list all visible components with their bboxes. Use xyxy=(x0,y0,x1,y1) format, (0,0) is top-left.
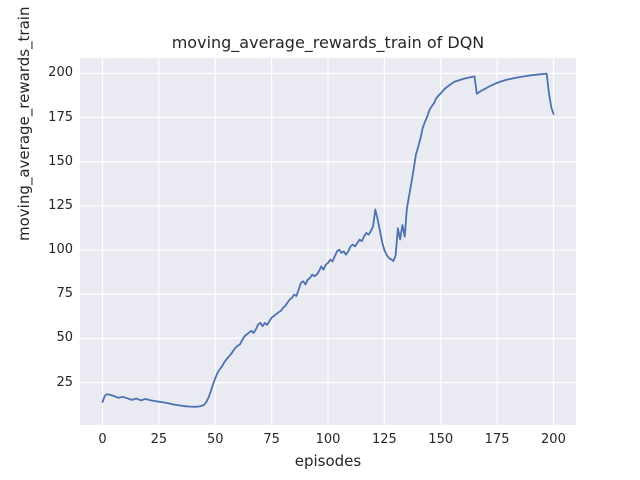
y-tick-label: 125 xyxy=(48,197,73,213)
x-tick-label: 100 xyxy=(315,432,341,447)
y-tick-label: 50 xyxy=(56,330,73,346)
y-tick-label: 25 xyxy=(56,374,73,390)
x-tick-label: 75 xyxy=(263,432,280,447)
y-tick-label: 175 xyxy=(48,109,73,125)
y-tick-label: 75 xyxy=(56,286,73,302)
x-tick-label: 175 xyxy=(484,432,510,447)
y-tick-label: 150 xyxy=(48,153,73,169)
x-axis-label: episodes xyxy=(294,452,362,470)
series-line xyxy=(101,72,555,408)
y-axis-label: moving_average_rewards_train xyxy=(15,6,33,241)
chart-title: moving_average_rewards_train of DQN xyxy=(171,33,485,52)
x-tick-label: 150 xyxy=(428,432,454,447)
x-tick-label: 25 xyxy=(150,432,168,447)
x-tick-label: 0 xyxy=(98,432,107,447)
x-tick-label: 50 xyxy=(206,432,224,447)
y-tick-label: 100 xyxy=(48,242,73,258)
x-tick-label: 200 xyxy=(541,432,566,447)
x-tick-label: 125 xyxy=(371,432,397,447)
y-tick-label: 200 xyxy=(48,65,73,81)
